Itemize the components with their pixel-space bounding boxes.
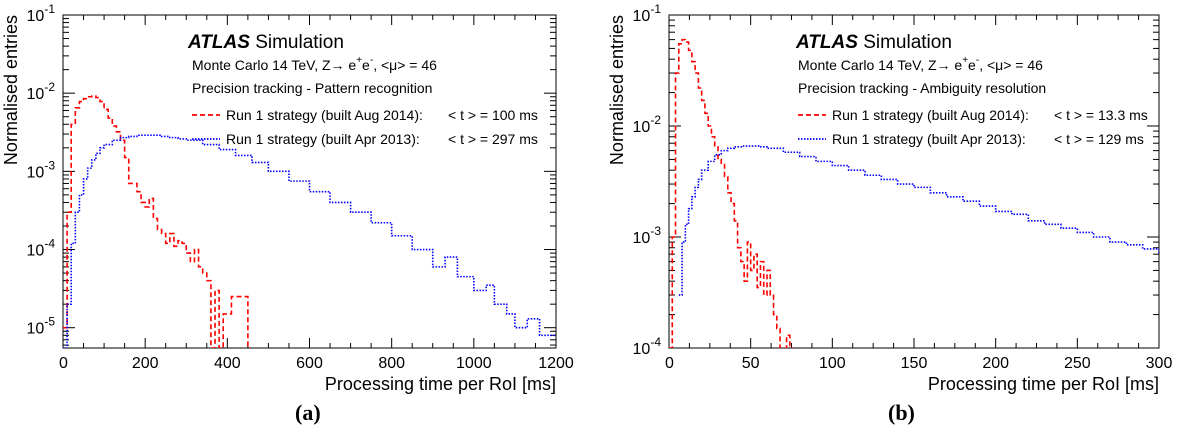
x-tick-label: 0 <box>59 355 68 372</box>
atlas-label: ATLAS Simulation <box>795 32 952 53</box>
y-tick-label: 10-1 <box>633 2 662 25</box>
x-tick-label: 0 <box>665 355 674 372</box>
legend-mean: < t > = 297 ms <box>448 131 538 147</box>
x-tick-label: 50 <box>742 355 760 372</box>
x-tick-label: 200 <box>132 355 159 372</box>
y-tick-label: 10-5 <box>27 315 56 338</box>
x-tick-label: 150 <box>901 355 928 372</box>
legend-series-name: Run 1 strategy (built Apr 2013): <box>226 131 420 147</box>
info-line-energy: Monte Carlo 14 TeV, Z→ e+e-, <μ> = 46 <box>192 55 437 73</box>
info-line-stage: Precision tracking - Ambiguity resolutio… <box>798 80 1046 96</box>
y-axis-title: Normalised entries <box>607 15 627 165</box>
x-axis-title: Processing time per RoI [ms] <box>325 374 556 394</box>
info-line-energy: Monte Carlo 14 TeV, Z→ e+e-, <μ> = 46 <box>798 55 1043 73</box>
x-tick-label: 400 <box>214 355 241 372</box>
y-tick-label: 10-4 <box>633 335 662 358</box>
y-tick-label: 10-3 <box>633 224 662 247</box>
y-tick-label: 10-2 <box>633 113 662 136</box>
series-line-aug2014 <box>63 95 251 348</box>
panel-label-a: (a) <box>295 400 321 425</box>
x-tick-label: 1000 <box>456 355 492 372</box>
x-axis-title: Processing time per RoI [ms] <box>928 374 1159 394</box>
info-line-stage: Precision tracking - Pattern recognition <box>192 80 432 96</box>
x-tick-label: 200 <box>982 355 1009 372</box>
chart-panel-a: 0 200 400 600 800 1000 1200 10-5 10-4 10-3 10-2 10-… <box>1 2 574 394</box>
series-line-aug2014 <box>669 38 793 348</box>
panel-label-b: (b) <box>888 400 915 425</box>
y-tick-label: 10-2 <box>27 80 56 103</box>
y-axis-title: Normalised entries <box>1 15 21 165</box>
x-tick-label: 250 <box>1064 355 1091 372</box>
series-line-apr2013 <box>63 134 556 348</box>
x-tick-label: 800 <box>378 355 405 372</box>
legend-mean: < t > = 129 ms <box>1054 131 1144 147</box>
atlas-label: ATLAS Simulation <box>187 32 344 53</box>
x-tick-label: 300 <box>1146 355 1173 372</box>
x-tick-label: 1200 <box>538 355 574 372</box>
legend-series-name: Run 1 strategy (built Apr 2013): <box>832 131 1026 147</box>
legend-mean: < t > = 13.3 ms <box>1054 107 1148 123</box>
legend-mean: < t > = 100 ms <box>448 107 538 123</box>
x-tick-label: 100 <box>819 355 846 372</box>
y-tick-label: 10-3 <box>27 158 56 181</box>
x-tick-label: 600 <box>296 355 323 372</box>
chart-panel-b: 0 50 100 150 200 250 300 10-4 10-3 10-2 10-1 Proces… <box>607 2 1172 394</box>
y-tick-label: 10-4 <box>27 237 56 260</box>
legend-series-name: Run 1 strategy (built Aug 2014): <box>832 107 1029 123</box>
legend-series-name: Run 1 strategy (built Aug 2014): <box>226 107 423 123</box>
y-tick-label: 10-1 <box>27 2 56 25</box>
series-line-apr2013 <box>678 145 1159 296</box>
